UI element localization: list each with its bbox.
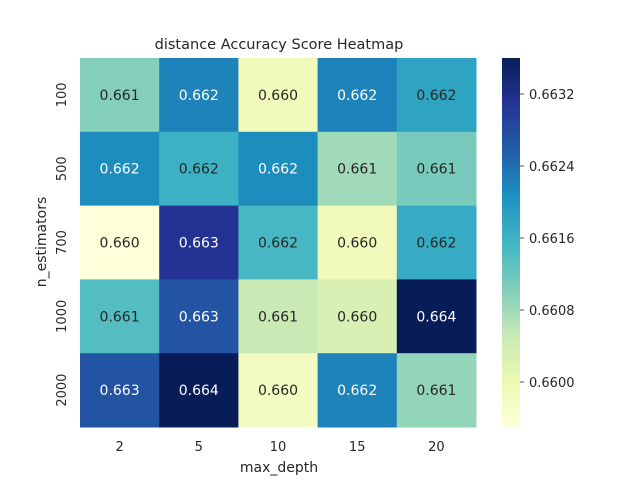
x-tick-label: 2 xyxy=(115,440,123,455)
heatmap-cells: 0.661 0.662 0.660 0.662 0.662 0.662 0.662 0.662… xyxy=(80,58,477,428)
colorbar xyxy=(502,58,520,427)
heatmap-cell xyxy=(317,205,398,280)
y-tick-label: 1000 xyxy=(55,300,70,333)
heatmap-cell xyxy=(396,279,477,354)
y-tick-labels: 100 500 700 1000 2000 xyxy=(55,82,70,406)
colorbar-tick-label: 0.6624 xyxy=(529,160,575,175)
heatmap-cell xyxy=(159,353,239,428)
y-axis-label: n_estimators xyxy=(34,197,50,287)
y-tick-label: 500 xyxy=(55,156,70,181)
heatmap-cell xyxy=(396,58,477,133)
cell-value-label: 0.661 xyxy=(416,383,456,399)
heatmap-cell xyxy=(396,205,477,280)
cell-value-label: 0.662 xyxy=(258,162,298,178)
cell-value-label: 0.662 xyxy=(258,236,298,252)
cell-value-label: 0.663 xyxy=(100,383,140,399)
heatmap-cell xyxy=(80,279,160,354)
heatmap-cell xyxy=(159,279,239,354)
y-tick-label: 700 xyxy=(55,230,70,255)
cell-value-label: 0.662 xyxy=(100,162,140,178)
cell-value-label: 0.662 xyxy=(337,88,377,104)
colorbar-tick-label: 0.6600 xyxy=(529,376,575,391)
cell-value-label: 0.662 xyxy=(416,88,456,104)
x-tick-label: 15 xyxy=(349,440,366,455)
cell-value-label: 0.661 xyxy=(337,162,377,178)
heatmap-cell xyxy=(159,205,239,280)
heatmap-cell xyxy=(396,131,477,207)
heatmap-cell xyxy=(238,353,319,428)
heatmap-cell xyxy=(317,279,398,354)
cell-value-label: 0.660 xyxy=(337,309,377,325)
heatmap-cell xyxy=(238,279,319,354)
cell-value-label: 0.660 xyxy=(258,88,298,104)
cell-value-label: 0.661 xyxy=(258,309,298,325)
colorbar-tick-label: 0.6608 xyxy=(529,304,575,319)
cell-value-label: 0.664 xyxy=(416,309,456,325)
heatmap-cell xyxy=(317,131,398,207)
cell-value-label: 0.662 xyxy=(337,383,377,399)
x-tick-labels: 2 5 10 15 20 xyxy=(115,440,444,455)
y-tick-label: 100 xyxy=(55,82,70,107)
cell-value-label: 0.662 xyxy=(416,236,456,252)
cell-value-label: 0.664 xyxy=(179,383,219,399)
cell-value-label: 0.663 xyxy=(179,309,219,325)
cell-value-label: 0.660 xyxy=(258,383,298,399)
y-tick-label: 2000 xyxy=(55,374,70,407)
x-tick-label: 20 xyxy=(428,440,445,455)
heatmap-cell xyxy=(80,353,160,428)
cell-value-label: 0.661 xyxy=(100,88,140,104)
heatmap-cell xyxy=(80,131,160,207)
x-tick-label: 5 xyxy=(195,440,203,455)
cell-value-label: 0.662 xyxy=(179,88,219,104)
cell-value-label: 0.663 xyxy=(179,236,219,252)
heatmap-cell xyxy=(159,131,239,207)
cell-value-label: 0.662 xyxy=(179,162,219,178)
heatmap-cell xyxy=(238,58,319,133)
colorbar-tick-label: 0.6616 xyxy=(529,232,575,247)
cell-value-label: 0.660 xyxy=(100,236,140,252)
cell-value-label: 0.661 xyxy=(100,309,140,325)
x-tick-label: 10 xyxy=(270,440,287,455)
heatmap-cell xyxy=(159,58,239,133)
heatmap-cell xyxy=(238,131,319,207)
heatmap-cell xyxy=(238,205,319,280)
heatmap-cell xyxy=(80,205,160,280)
heatmap-cell xyxy=(396,353,477,428)
heatmap-cell xyxy=(317,58,398,133)
heatmap-cell xyxy=(80,58,160,133)
chart-title: distance Accuracy Score Heatmap xyxy=(155,37,404,53)
cell-value-label: 0.660 xyxy=(337,236,377,252)
heatmap-cell xyxy=(317,353,398,428)
cell-value-label: 0.661 xyxy=(416,162,456,178)
x-axis-label: max_depth xyxy=(240,460,318,476)
colorbar-ticks: 0.6600 0.6608 0.6616 0.6624 0.6632 xyxy=(520,88,575,391)
colorbar-tick-label: 0.6632 xyxy=(529,88,575,103)
